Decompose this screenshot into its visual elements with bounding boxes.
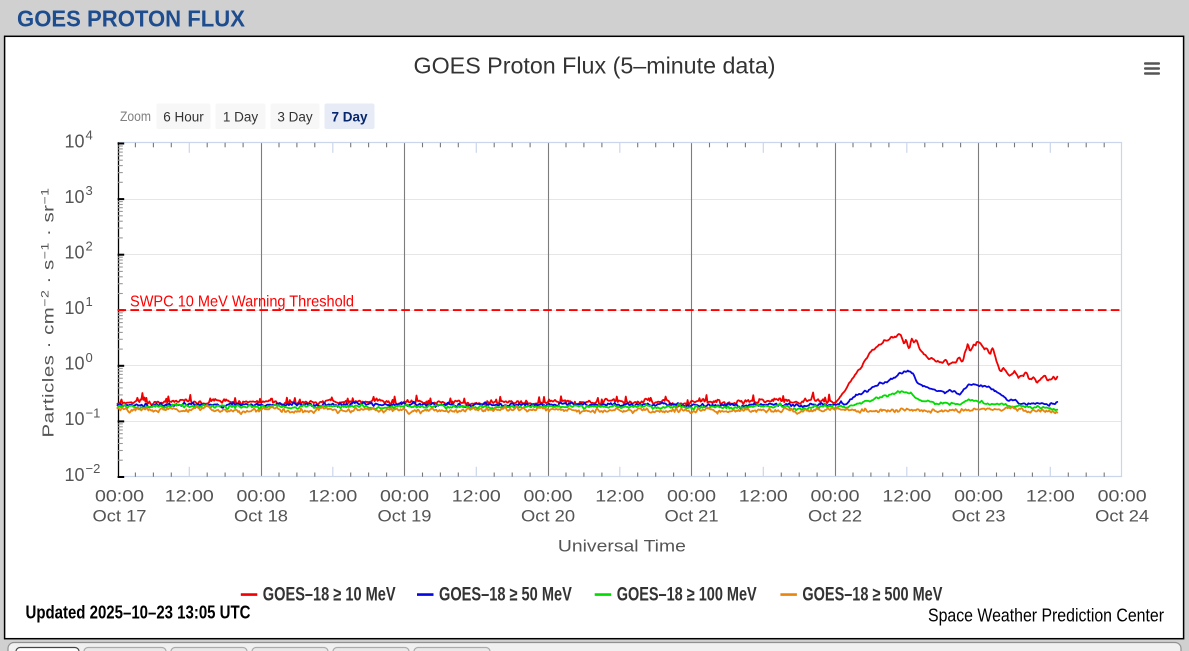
svg-text:12:00: 12:00 — [165, 487, 214, 506]
svg-text:GOES PROTON FLUX: GOES PROTON FLUX — [17, 6, 246, 32]
svg-text:00:00: 00:00 — [524, 487, 573, 506]
svg-text:SWPC 10 MeV Warning Threshold: SWPC 10 MeV Warning Threshold — [130, 294, 354, 311]
svg-text:101: 101 — [65, 294, 93, 318]
svg-text:103: 103 — [65, 183, 93, 207]
svg-text:Oct 20: Oct 20 — [521, 507, 575, 526]
svg-text:12:00: 12:00 — [1026, 487, 1075, 506]
svg-text:GOES–18 ≥ 500 MeV: GOES–18 ≥ 500 MeV — [802, 585, 942, 606]
svg-text:10−1: 10−1 — [65, 405, 101, 429]
svg-text:Zoom: Zoom — [120, 108, 151, 124]
svg-text:00:00: 00:00 — [667, 487, 716, 506]
svg-text:104: 104 — [65, 128, 93, 152]
svg-text:00:00: 00:00 — [380, 487, 429, 506]
svg-text:Oct 24: Oct 24 — [1095, 507, 1149, 526]
svg-text:6 Hour: 6 Hour — [163, 110, 204, 125]
svg-text:1 Day: 1 Day — [223, 110, 259, 125]
svg-text:3 Day: 3 Day — [277, 110, 313, 125]
svg-text:12:00: 12:00 — [595, 487, 644, 506]
svg-text:Particles · cm−2 · s−1 · sr−1: Particles · cm−2 · s−1 · sr−1 — [40, 188, 58, 438]
svg-text:GOES–18 ≥ 10 MeV: GOES–18 ≥ 10 MeV — [263, 585, 396, 606]
svg-text:00:00: 00:00 — [954, 487, 1003, 506]
svg-text:Oct 21: Oct 21 — [665, 507, 719, 526]
svg-text:GOES–18 ≥ 100 MeV: GOES–18 ≥ 100 MeV — [617, 585, 757, 606]
svg-text:10−2: 10−2 — [65, 461, 101, 485]
svg-text:12:00: 12:00 — [739, 487, 788, 506]
svg-text:12:00: 12:00 — [308, 487, 357, 506]
svg-text:12:00: 12:00 — [452, 487, 501, 506]
svg-text:102: 102 — [65, 239, 93, 263]
svg-text:GOES Proton Flux (5–minute dat: GOES Proton Flux (5–minute data) — [414, 53, 776, 79]
svg-text:00:00: 00:00 — [95, 487, 144, 506]
svg-text:Oct 22: Oct 22 — [808, 507, 862, 526]
svg-text:Oct 17: Oct 17 — [93, 507, 147, 526]
svg-text:GOES–18 ≥ 50 MeV: GOES–18 ≥ 50 MeV — [439, 585, 572, 606]
svg-text:Oct 23: Oct 23 — [952, 507, 1006, 526]
svg-text:Universal Time: Universal Time — [558, 538, 686, 556]
svg-text:Oct 19: Oct 19 — [378, 507, 432, 526]
svg-text:12:00: 12:00 — [882, 487, 931, 506]
svg-text:Updated 2025–10–23 13:05 UTC: Updated 2025–10–23 13:05 UTC — [26, 602, 251, 623]
svg-text:Oct 18: Oct 18 — [234, 507, 288, 526]
svg-text:7 Day: 7 Day — [331, 110, 368, 125]
svg-text:100: 100 — [65, 350, 93, 374]
svg-text:Space Weather Prediction Cente: Space Weather Prediction Center — [928, 606, 1164, 626]
svg-text:00:00: 00:00 — [811, 487, 860, 506]
svg-text:00:00: 00:00 — [237, 487, 286, 506]
svg-text:00:00: 00:00 — [1098, 487, 1147, 506]
